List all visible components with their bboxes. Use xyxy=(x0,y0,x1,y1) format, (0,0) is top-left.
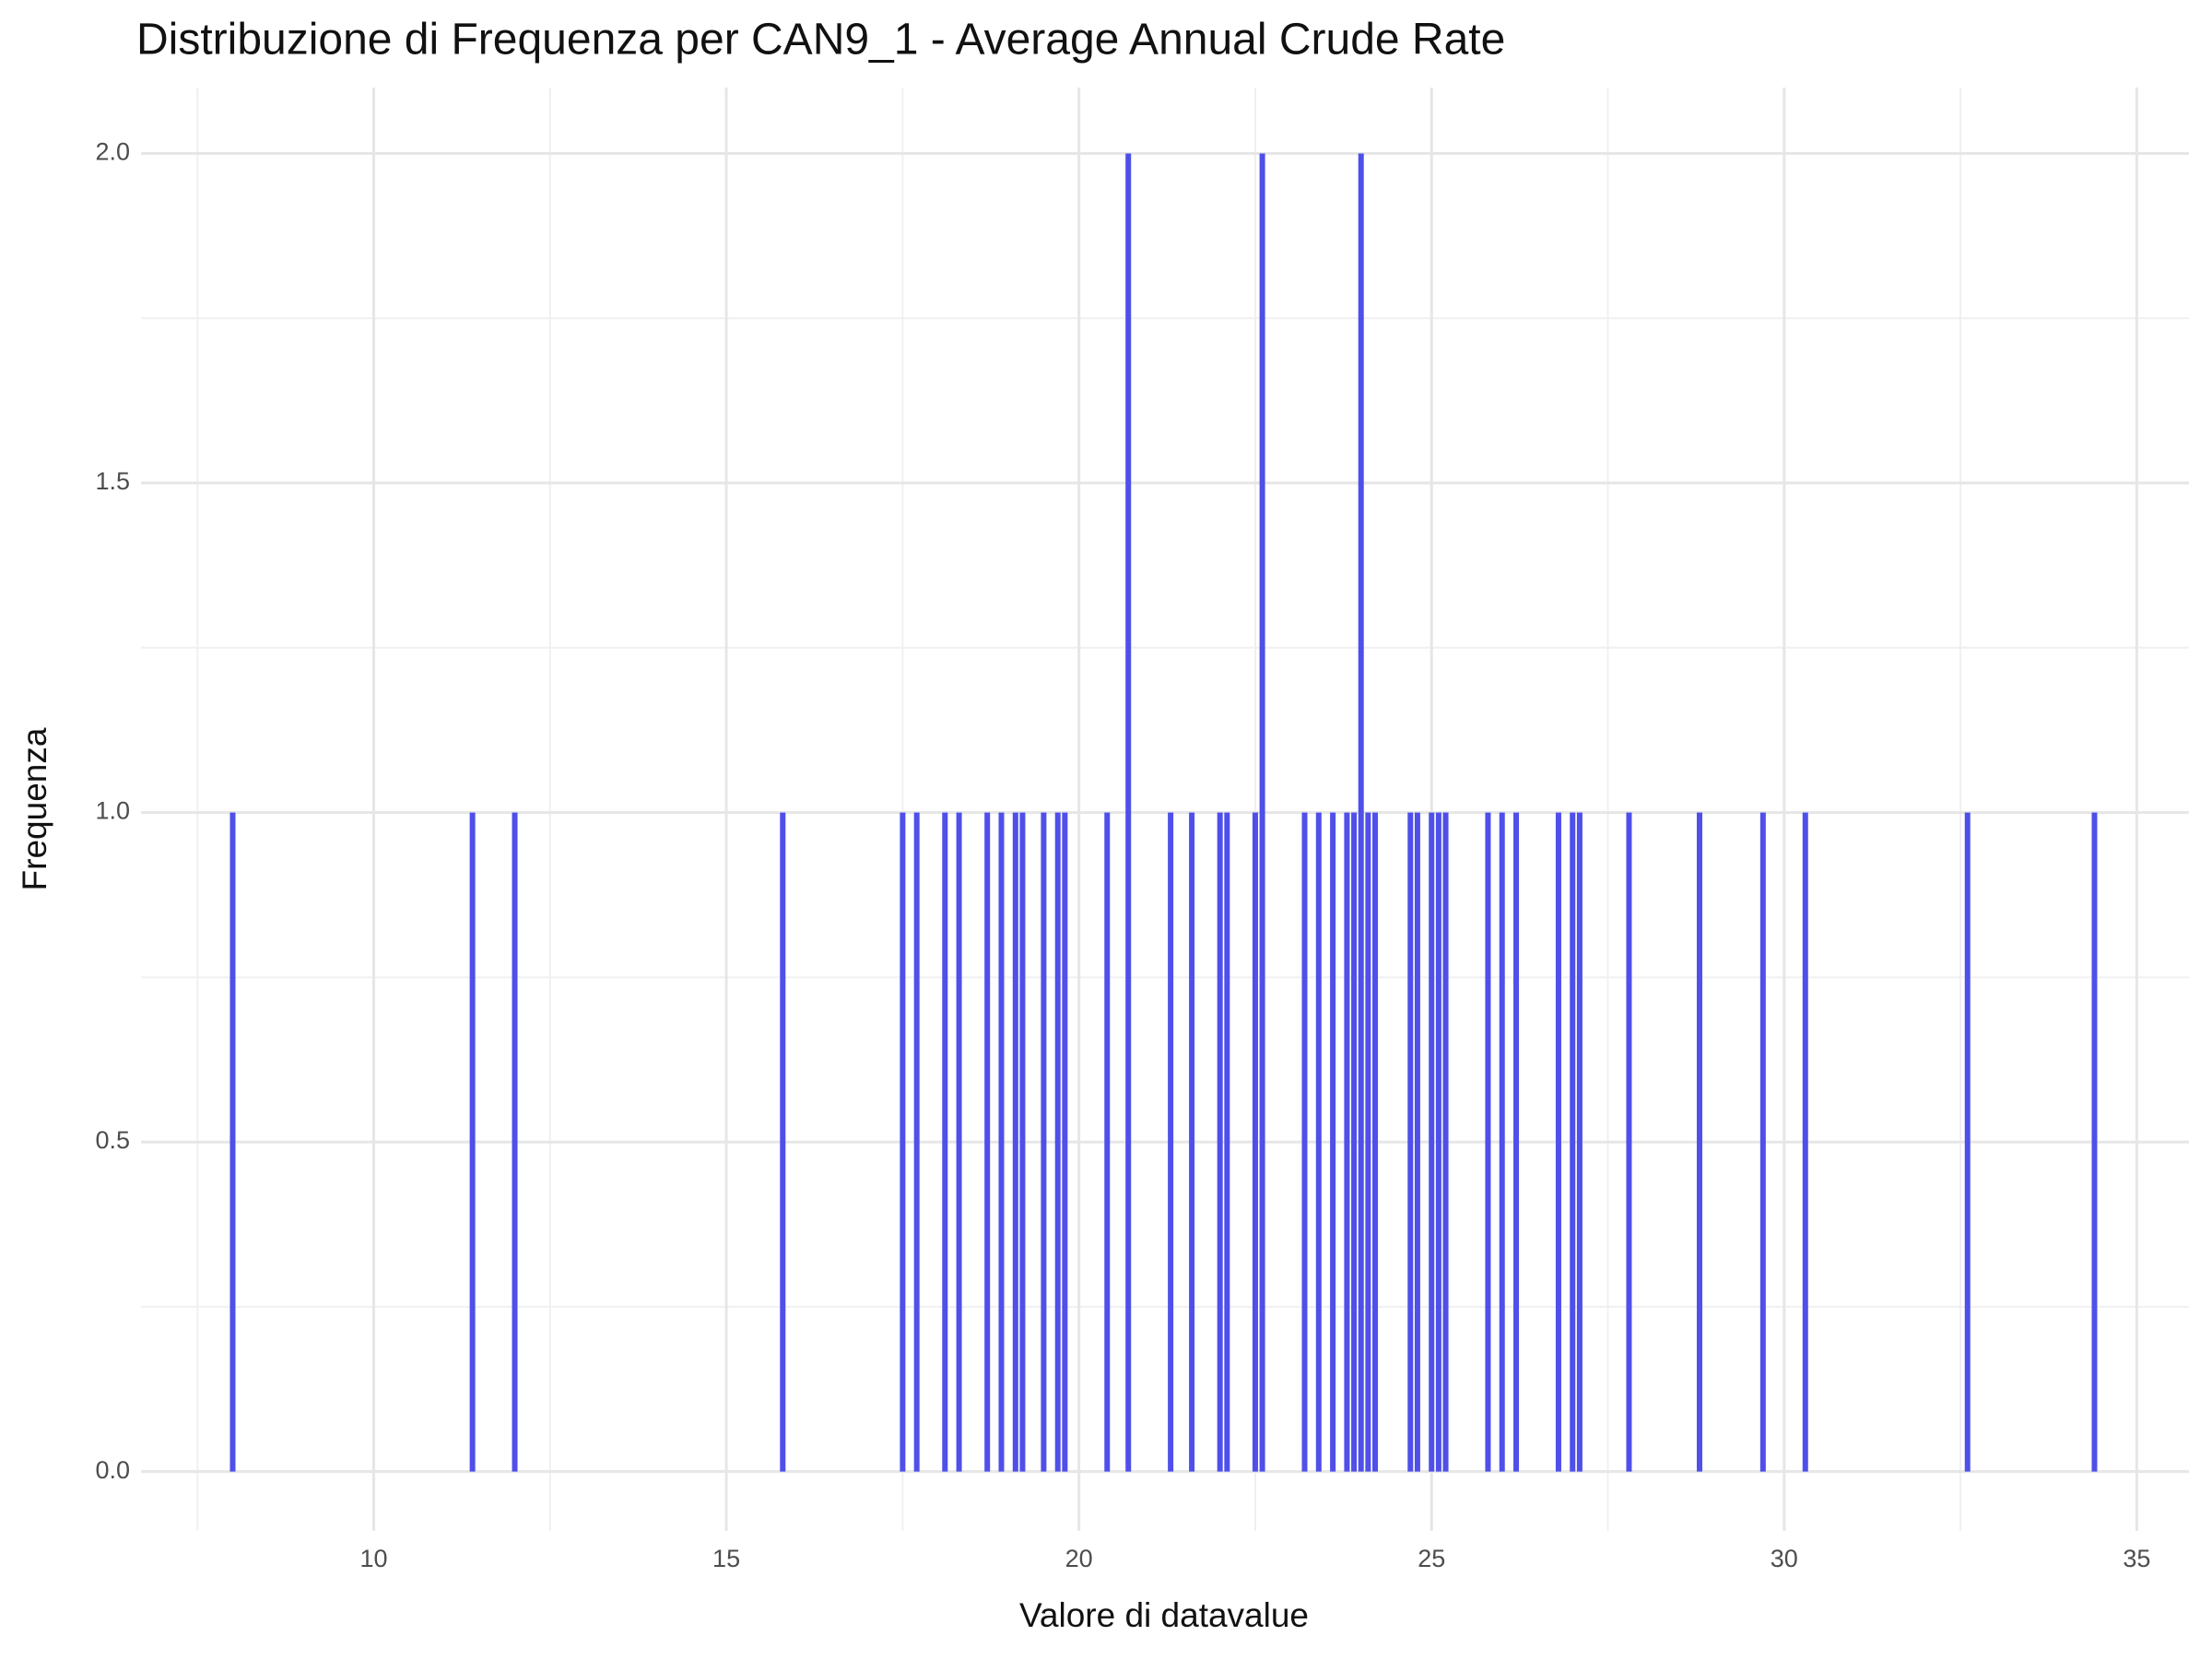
bar xyxy=(780,812,786,1472)
bar xyxy=(1168,812,1174,1472)
bar xyxy=(1062,812,1068,1472)
bar xyxy=(1259,153,1265,1472)
bar xyxy=(1513,812,1520,1472)
bar xyxy=(1315,812,1322,1472)
bar xyxy=(1759,812,1766,1472)
bar xyxy=(2091,812,2098,1472)
bar xyxy=(1499,812,1505,1472)
bar xyxy=(1696,812,1702,1472)
y-tick-label: 0.5 xyxy=(95,1126,130,1154)
bar xyxy=(1964,812,1971,1472)
bar xyxy=(1217,812,1223,1472)
bar xyxy=(1125,153,1132,1472)
x-tick-label: 35 xyxy=(2123,1545,2150,1572)
bar xyxy=(1570,812,1576,1472)
bar xyxy=(1301,812,1308,1472)
x-tick-label: 15 xyxy=(712,1545,740,1572)
y-tick-label: 0.0 xyxy=(95,1456,130,1484)
bar xyxy=(1224,812,1230,1472)
x-tick-label: 30 xyxy=(1771,1545,1798,1572)
bar xyxy=(1372,812,1379,1472)
chart-title: Distribuzione di Frequenza per CAN9_1 - … xyxy=(136,16,1505,65)
bar xyxy=(1351,812,1358,1472)
bar xyxy=(1414,812,1420,1472)
bar xyxy=(1019,812,1026,1472)
y-tick-label: 1.5 xyxy=(95,467,130,495)
bar xyxy=(984,812,991,1472)
x-tick-label: 20 xyxy=(1065,1545,1093,1572)
bar xyxy=(913,812,920,1472)
x-tick-label: 25 xyxy=(1418,1545,1445,1572)
bar xyxy=(1358,153,1364,1472)
bar xyxy=(512,812,518,1472)
bar xyxy=(1576,812,1583,1472)
bar xyxy=(1555,812,1561,1472)
y-tick-label: 1.0 xyxy=(95,797,130,825)
bar xyxy=(1344,812,1350,1472)
bar xyxy=(229,812,236,1472)
bar xyxy=(1330,812,1336,1472)
y-axis-title: Frequenza xyxy=(16,727,53,890)
bar xyxy=(1054,812,1061,1472)
bar xyxy=(900,812,906,1472)
bar xyxy=(1802,812,1808,1472)
bar xyxy=(1485,812,1491,1472)
grid xyxy=(141,88,2189,1531)
bar xyxy=(956,812,962,1472)
bar xyxy=(942,812,948,1472)
bar xyxy=(1407,812,1414,1472)
x-tick-label: 10 xyxy=(359,1545,387,1572)
bar xyxy=(1104,812,1111,1472)
x-axis-title: Valore di datavalue xyxy=(1019,1596,1309,1634)
bar xyxy=(1012,812,1018,1472)
bar xyxy=(998,812,1005,1472)
bar xyxy=(1626,812,1632,1472)
bar xyxy=(1252,812,1258,1472)
bar xyxy=(1435,812,1441,1472)
bar xyxy=(1365,812,1371,1472)
bar xyxy=(1189,812,1195,1472)
y-tick-label: 2.0 xyxy=(95,138,130,166)
bar xyxy=(469,812,476,1472)
bar xyxy=(1429,812,1435,1472)
bar xyxy=(1041,812,1047,1472)
bar xyxy=(1442,812,1449,1472)
